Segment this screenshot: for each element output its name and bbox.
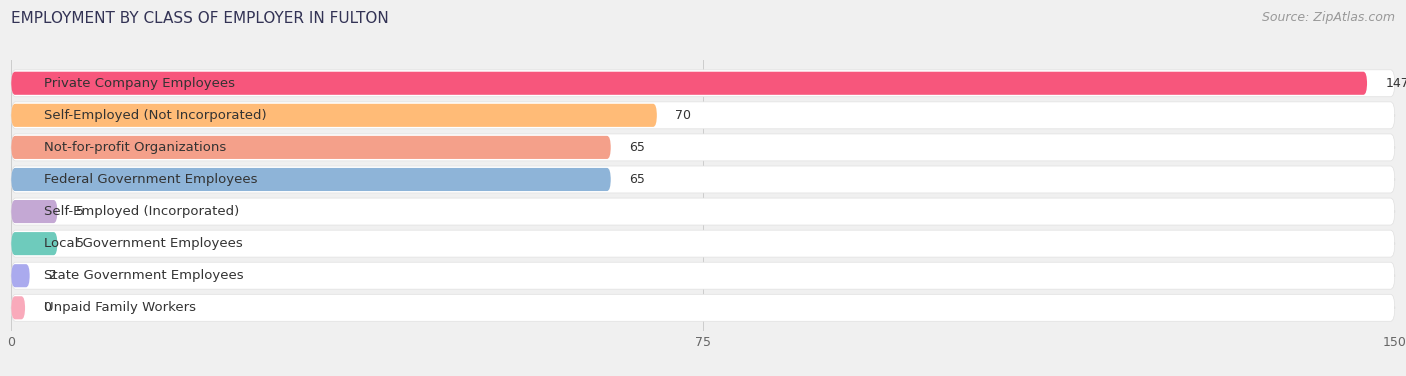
Text: Self-Employed (Not Incorporated): Self-Employed (Not Incorporated) (44, 109, 266, 122)
FancyBboxPatch shape (11, 136, 610, 159)
FancyBboxPatch shape (11, 294, 1395, 321)
Text: Source: ZipAtlas.com: Source: ZipAtlas.com (1261, 11, 1395, 24)
FancyBboxPatch shape (11, 104, 657, 127)
Text: State Government Employees: State Government Employees (44, 269, 243, 282)
Text: Local Government Employees: Local Government Employees (44, 237, 242, 250)
Text: Unpaid Family Workers: Unpaid Family Workers (44, 301, 195, 314)
FancyBboxPatch shape (11, 264, 30, 287)
FancyBboxPatch shape (11, 70, 1395, 97)
Text: 70: 70 (675, 109, 692, 122)
FancyBboxPatch shape (11, 232, 58, 255)
Text: Private Company Employees: Private Company Employees (44, 77, 235, 90)
FancyBboxPatch shape (11, 200, 58, 223)
FancyBboxPatch shape (11, 296, 25, 319)
FancyBboxPatch shape (11, 230, 1395, 257)
Text: 147: 147 (1385, 77, 1406, 90)
Text: Not-for-profit Organizations: Not-for-profit Organizations (44, 141, 226, 154)
Text: EMPLOYMENT BY CLASS OF EMPLOYER IN FULTON: EMPLOYMENT BY CLASS OF EMPLOYER IN FULTO… (11, 11, 389, 26)
Text: 65: 65 (630, 141, 645, 154)
Text: 65: 65 (630, 173, 645, 186)
FancyBboxPatch shape (11, 198, 1395, 225)
FancyBboxPatch shape (11, 134, 1395, 161)
Text: 0: 0 (44, 301, 52, 314)
Text: Federal Government Employees: Federal Government Employees (44, 173, 257, 186)
FancyBboxPatch shape (11, 262, 1395, 289)
Text: 5: 5 (76, 205, 84, 218)
FancyBboxPatch shape (11, 166, 1395, 193)
FancyBboxPatch shape (11, 72, 1367, 95)
FancyBboxPatch shape (11, 102, 1395, 129)
Text: Self-Employed (Incorporated): Self-Employed (Incorporated) (44, 205, 239, 218)
FancyBboxPatch shape (11, 168, 610, 191)
Text: 5: 5 (76, 237, 84, 250)
Text: 2: 2 (48, 269, 56, 282)
